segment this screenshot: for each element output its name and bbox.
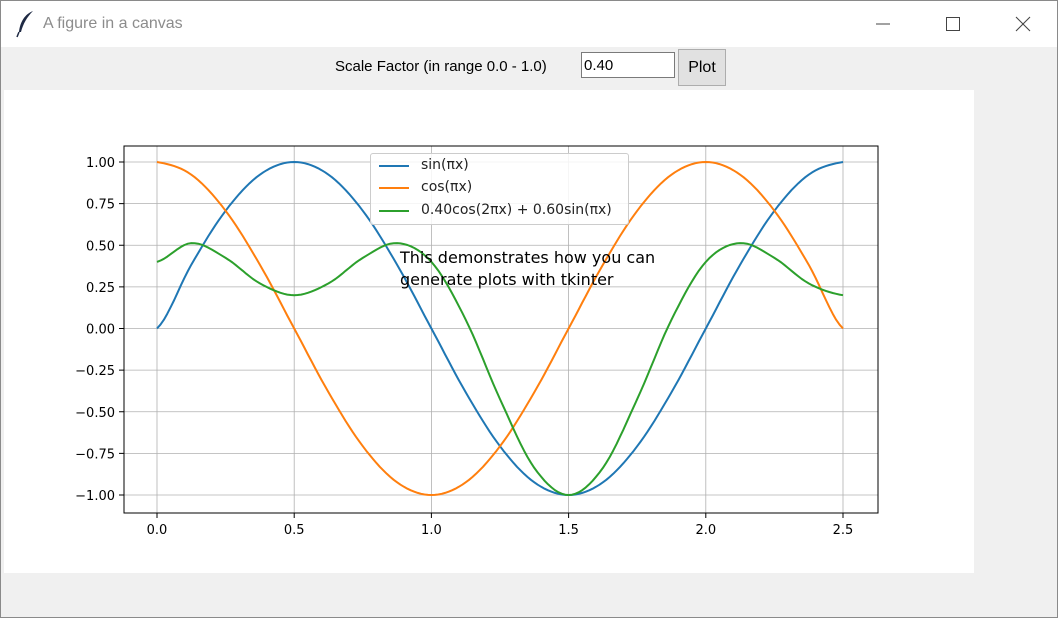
- annotation-line: generate plots with tkinter: [400, 270, 614, 289]
- legend-item: 0.40cos(2πx) + 0.60sin(πx): [371, 201, 630, 221]
- plot-button[interactable]: Plot: [678, 49, 726, 86]
- scale-factor-label: Scale Factor (in range 0.0 - 1.0): [335, 58, 547, 75]
- maximize-button[interactable]: [917, 1, 987, 47]
- y-tick-label: 0.75: [86, 198, 115, 213]
- axes-frame: [123, 145, 879, 514]
- series-line-2: [156, 242, 844, 496]
- series-line-1: [156, 161, 844, 496]
- chart-legend: sin(πx) cos(πx) 0.40cos(2πx) + 0.60sin(π…: [370, 153, 629, 225]
- window-title: A figure in a canvas: [43, 15, 183, 32]
- legend-item: cos(πx): [371, 178, 630, 198]
- y-tick-label: −0.25: [75, 364, 115, 379]
- chart-annotation: This demonstrates how you can generate p…: [400, 247, 655, 291]
- y-tick-label: −1.00: [75, 489, 115, 504]
- minimize-button[interactable]: [847, 1, 917, 47]
- title-bar[interactable]: A figure in a canvas: [1, 1, 1057, 47]
- legend-label: 0.40cos(2πx) + 0.60sin(πx): [421, 202, 612, 218]
- x-tick-label: 0.5: [284, 523, 305, 538]
- minimize-icon: [876, 23, 890, 25]
- x-tick-label: 2.5: [833, 523, 854, 538]
- y-tick-label: 0.00: [86, 323, 115, 338]
- x-tick-label: 0.0: [147, 523, 168, 538]
- y-tick-label: −0.75: [75, 447, 115, 462]
- annotation-line: This demonstrates how you can: [400, 248, 656, 267]
- x-tick-label: 1.5: [558, 523, 579, 538]
- legend-item: sin(πx): [371, 156, 630, 176]
- legend-label: sin(πx): [421, 157, 469, 173]
- y-tick-label: 1.00: [86, 156, 115, 171]
- maximize-icon: [946, 17, 960, 31]
- legend-swatch-2: [379, 210, 409, 212]
- close-icon: [1015, 16, 1031, 32]
- y-tick-label: −0.50: [75, 406, 115, 421]
- x-tick-label: 1.0: [421, 523, 442, 538]
- legend-swatch-0: [379, 165, 409, 167]
- legend-swatch-1: [379, 187, 409, 189]
- x-tick-label: 2.0: [695, 523, 716, 538]
- legend-label: cos(πx): [421, 179, 473, 195]
- feather-icon: [15, 10, 37, 38]
- close-button[interactable]: [987, 1, 1057, 47]
- y-tick-label: 0.25: [86, 281, 115, 296]
- scale-factor-input[interactable]: [581, 52, 675, 78]
- y-tick-label: 0.50: [86, 239, 115, 254]
